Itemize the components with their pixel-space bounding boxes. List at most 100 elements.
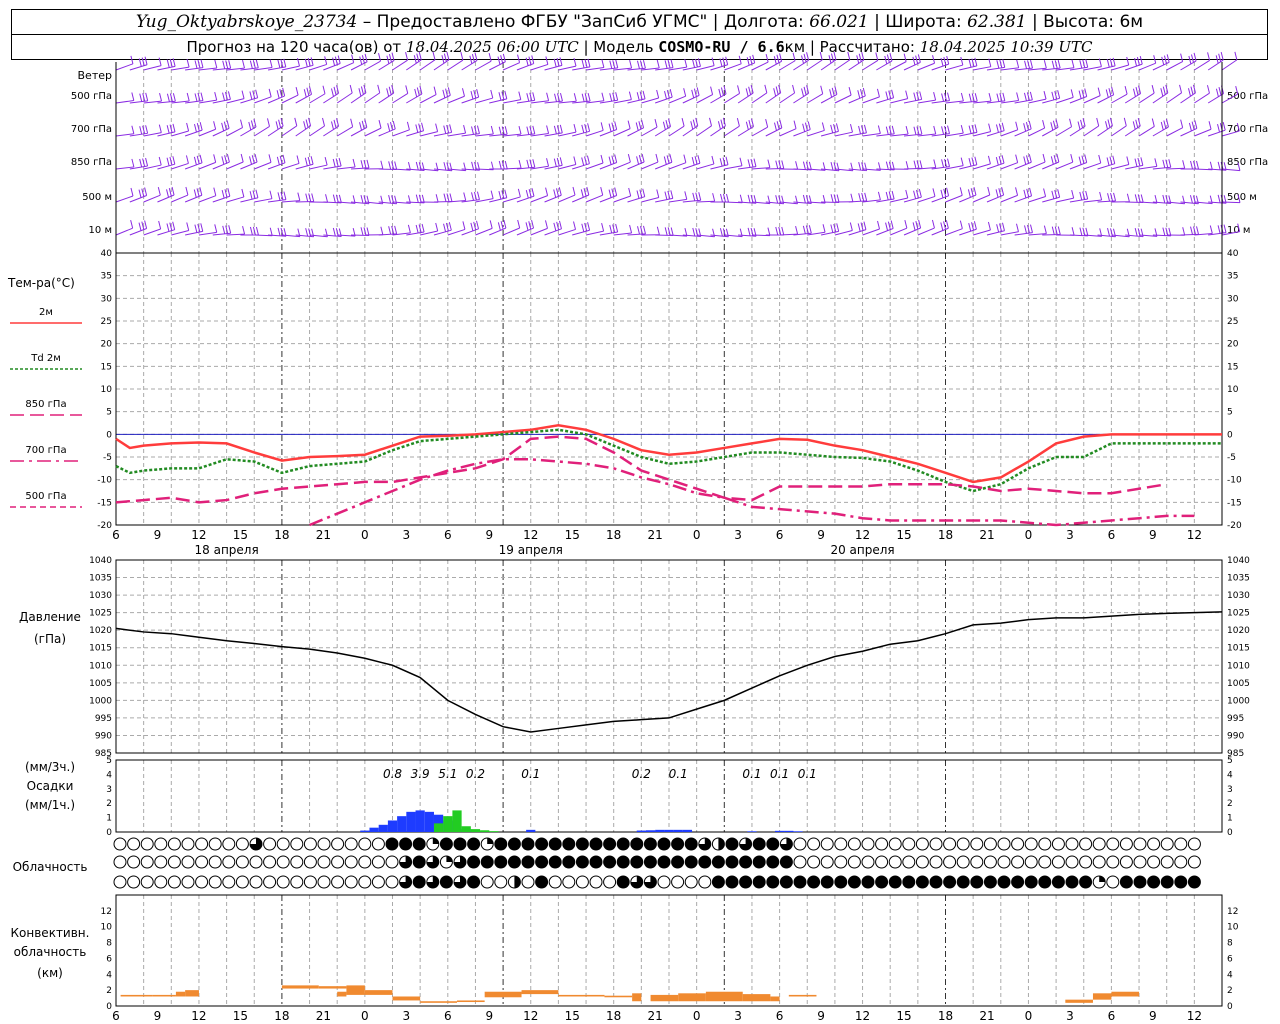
wind-barb-shaft xyxy=(198,99,217,104)
wind-barb-feather xyxy=(1190,226,1194,235)
wind-barb-feather xyxy=(1132,88,1136,97)
wind-barb-feather xyxy=(860,89,864,98)
cloud-symbol xyxy=(263,875,277,889)
wind-barb-feather xyxy=(857,90,861,99)
wind-barb-feather xyxy=(1187,88,1191,97)
wind-barb-feather xyxy=(917,54,921,63)
wind-barbs xyxy=(115,51,1241,238)
conv-cloud-bar xyxy=(318,986,347,989)
wind-barb-feather xyxy=(968,125,972,134)
wind-barb-shaft xyxy=(613,67,632,71)
conv-cloud-bar xyxy=(457,1000,485,1003)
temp-tick-right: 5 xyxy=(1227,408,1233,418)
wind-barb-feather xyxy=(584,156,588,165)
hour-label-bottom: 18 xyxy=(274,1009,289,1023)
wind-barb-feather xyxy=(338,194,342,204)
wind-barb-shaft xyxy=(530,165,549,170)
wind-barb-feather xyxy=(1002,59,1006,68)
wind-barb-feather xyxy=(584,93,588,102)
wind-barb-feather xyxy=(773,88,777,97)
cloud-symbol xyxy=(698,875,712,889)
wind-barb-feather xyxy=(296,155,300,164)
wind-barb-feather xyxy=(781,160,785,169)
wind-barb-feather xyxy=(974,156,978,165)
wind-barb-feather xyxy=(627,154,631,163)
wind-barb-feather xyxy=(915,55,919,64)
temp-tick-left: 25 xyxy=(101,317,112,327)
cloud-symbol xyxy=(575,875,589,889)
wind-barb-feather xyxy=(222,92,226,101)
wind-barb-feather xyxy=(718,88,722,98)
wind-barb-feather xyxy=(877,125,881,134)
wind-barb-shaft xyxy=(751,92,768,104)
wind-barb-feather xyxy=(144,187,148,196)
hour-label: 6 xyxy=(444,528,452,542)
precip-total-3h: 3.9 xyxy=(411,767,430,781)
wind-barb-feather xyxy=(268,154,272,163)
cloud-symbol xyxy=(589,837,603,851)
wind-barb-feather xyxy=(1027,224,1030,234)
conv-title-2: облачность xyxy=(14,945,87,959)
wind-barb-feather xyxy=(197,223,201,233)
wind-barb-feather xyxy=(158,57,162,66)
wind-barb-feather xyxy=(581,157,585,166)
temp-series-1 xyxy=(115,428,1222,493)
wind-barb-feather xyxy=(295,86,299,96)
wind-barb-feather xyxy=(388,195,392,204)
wind-barb-feather xyxy=(643,225,646,235)
temp-tick-right: -10 xyxy=(1227,476,1242,486)
wind-barb-shaft xyxy=(1111,93,1128,104)
wind-barb-feather xyxy=(213,187,217,196)
wind-barb-feather xyxy=(1162,227,1166,236)
wind-barb-feather xyxy=(638,155,642,164)
latitude-value: 62.381 xyxy=(967,12,1027,32)
wind-barb-feather xyxy=(573,93,577,102)
wind-barb-feather xyxy=(490,161,494,170)
wind-barb-feather xyxy=(1215,88,1219,97)
cloud-symbol xyxy=(671,855,685,869)
wind-barb-feather xyxy=(635,122,639,131)
wind-barb-shaft xyxy=(1221,231,1240,236)
wind-barb-feather xyxy=(1079,191,1083,201)
wind-barb-feather xyxy=(641,119,645,128)
hour-label-bottom: 6 xyxy=(776,1009,784,1023)
wind-barb-feather xyxy=(945,220,949,229)
wind-barb-shaft xyxy=(973,131,991,137)
wind-barb-feather xyxy=(497,56,501,65)
wind-barb-feather xyxy=(1151,85,1155,94)
wind-barb-shaft xyxy=(323,125,339,137)
wind-barb-shaft xyxy=(1083,199,1102,203)
hour-label: 21 xyxy=(316,528,331,542)
wind-barb-feather xyxy=(555,188,559,197)
wind-barb-feather xyxy=(240,119,244,128)
wind-barb-feather xyxy=(656,226,660,235)
wind-barb-feather xyxy=(919,160,923,169)
conv-cloud-bar xyxy=(484,991,522,998)
wind-barb-feather xyxy=(753,158,757,167)
wind-barb-shaft xyxy=(115,227,133,236)
wind-barb-feather xyxy=(858,53,862,62)
wind-barb-feather xyxy=(764,84,768,93)
cloud-symbol xyxy=(834,837,848,851)
cloud-symbol xyxy=(385,837,399,851)
wind-barb-feather xyxy=(415,161,419,171)
wind-barb-feather xyxy=(332,158,336,168)
wind-barb-feather xyxy=(830,162,834,171)
wind-barb-feather xyxy=(1050,156,1054,165)
cloud-symbol xyxy=(970,855,984,869)
wind-barb-feather xyxy=(1165,227,1169,236)
wind-barb-feather xyxy=(918,189,922,198)
wind-barb-feather xyxy=(421,122,425,131)
wind-barb-feather xyxy=(525,222,529,231)
wind-barb-feather xyxy=(531,219,535,229)
wind-barb-feather xyxy=(249,226,253,236)
hour-label: 12 xyxy=(1187,528,1202,542)
conv-cloud-bar xyxy=(650,994,679,1002)
wind-barb-shaft xyxy=(475,227,493,236)
wind-barb-feather xyxy=(413,55,417,64)
wind-barb-shaft xyxy=(143,228,161,236)
cloud-symbol xyxy=(603,837,617,851)
wind-barb-shaft xyxy=(1097,94,1114,104)
precip-bar-rain xyxy=(526,829,536,832)
wind-barb-feather xyxy=(303,121,307,130)
